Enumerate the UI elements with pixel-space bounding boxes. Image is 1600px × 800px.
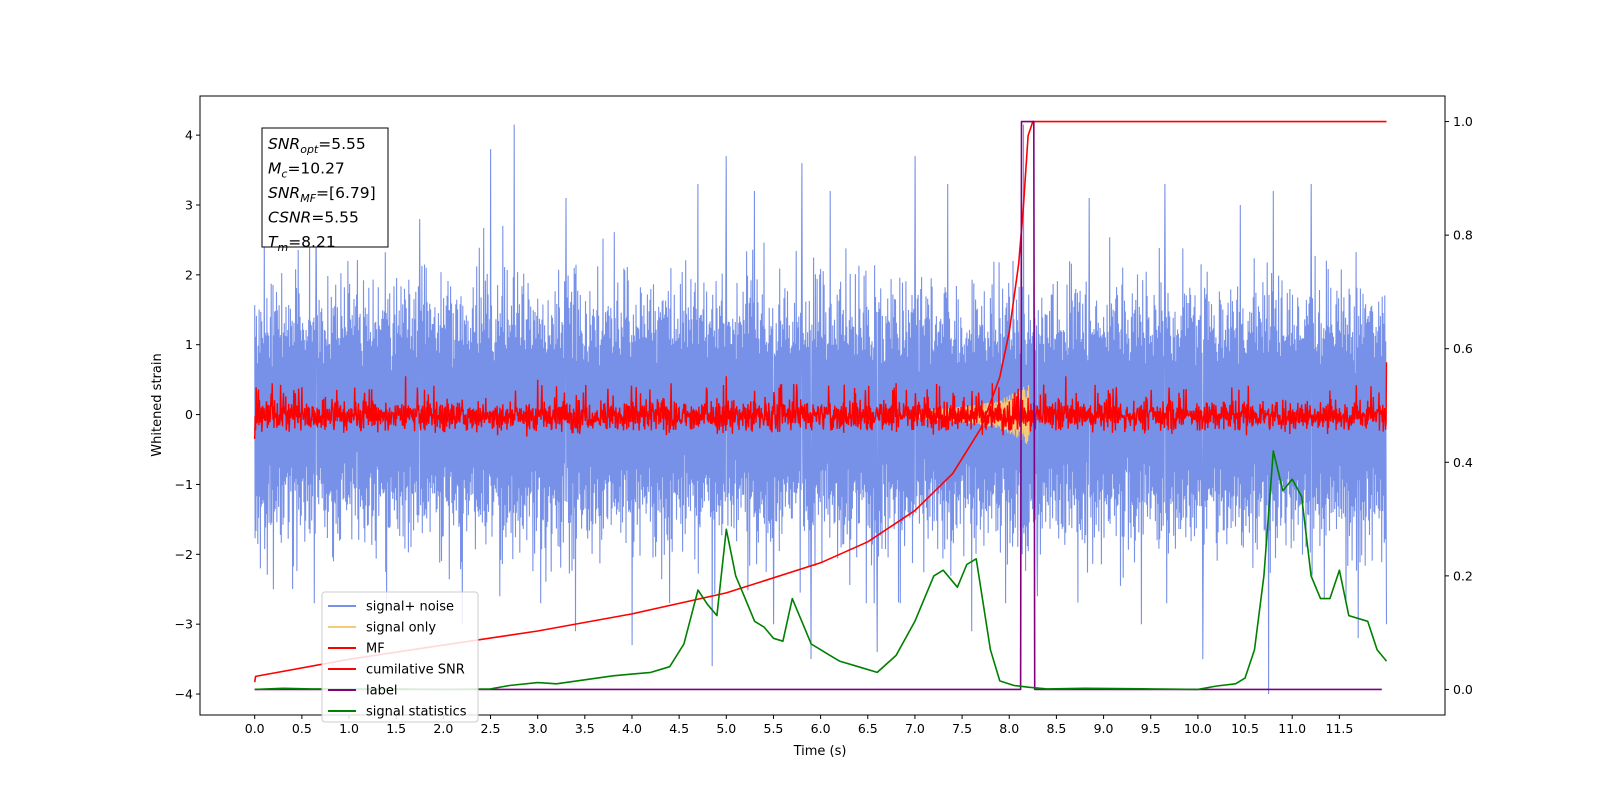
y-axis-title: Whitened strain: [150, 353, 165, 456]
y-tick-label: 0: [185, 407, 193, 422]
x-tick-label: 5.0: [716, 721, 736, 736]
y-tick-label: −2: [175, 547, 193, 562]
info-box: SNRopt=5.55 Mc=10.27 SNRMF=[6.79] CSNR=5.55…: [261, 127, 389, 254]
legend-frame: [321, 591, 479, 723]
x-tick-label: 0.5: [292, 721, 312, 736]
y-tick-label: 1: [185, 337, 193, 352]
x-tick-label: 11.0: [1278, 721, 1306, 736]
y2-tick-label: 0.6: [1453, 341, 1473, 356]
x-tick-label: 9.5: [1141, 721, 1161, 736]
y-tick-label: −1: [175, 477, 193, 492]
x-tick-label: 10.5: [1231, 721, 1259, 736]
y-tick-label: 2: [185, 267, 193, 282]
x-tick-label: 0.0: [245, 721, 265, 736]
y-axis: −4 −3 −2 −1 0 1 2 3 4: [175, 128, 200, 702]
x-tick-label: 1.0: [339, 721, 359, 736]
x-tick-label: 7.0: [905, 721, 925, 736]
x-tick-label: 8.0: [999, 721, 1019, 736]
plot-frame: [199, 95, 1446, 716]
y2-tick-label: 0.0: [1453, 682, 1473, 697]
info-box-frame: [261, 127, 389, 248]
x-tick-label: 10.0: [1184, 721, 1212, 736]
x-tick-label: 2.0: [433, 721, 453, 736]
x-tick-label: 7.5: [952, 721, 972, 736]
y2-axis: 0.0 0.2 0.4 0.6 0.8 1.0: [1445, 114, 1473, 697]
y-tick-label: −4: [175, 687, 193, 702]
x-tick-label: 5.5: [764, 721, 784, 736]
info-line: SNRopt=5.55: [268, 135, 366, 156]
legend-label: cumilative SNR: [366, 663, 465, 678]
legend-label: MF: [366, 642, 385, 657]
y-tick-label: 3: [185, 197, 193, 212]
x-tick-label: 3.0: [528, 721, 548, 736]
info-line: Mc=10.27: [268, 160, 345, 181]
x-tick-label: 4.0: [622, 721, 642, 736]
info-line: CSNR=5.55: [268, 209, 359, 227]
x-tick-label: 6.5: [858, 721, 878, 736]
x-tick-label: 3.5: [575, 721, 595, 736]
series-mf: [254, 362, 1388, 440]
y2-tick-label: 1.0: [1453, 114, 1473, 129]
x-axis: 0.0 0.5 1.0 1.5 2.0 2.5 3.0 3.5 4.0 4.5 5.0 5.5 6.0 6…: [245, 715, 1353, 736]
legend-label: signal only: [366, 621, 436, 636]
series-label: [254, 120, 1382, 691]
y-tick-label: 4: [185, 128, 193, 143]
y2-tick-label: 0.4: [1453, 455, 1473, 470]
x-tick-label: 4.5: [669, 721, 689, 736]
x-tick-label: 6.0: [811, 721, 831, 736]
x-tick-label: 8.5: [1046, 721, 1066, 736]
y2-tick-label: 0.8: [1453, 228, 1473, 243]
series-signal-statistics: [254, 450, 1388, 691]
legend: signal+ noise signal only MF cumilative SNR…: [321, 591, 479, 723]
x-tick-label: 2.5: [481, 721, 501, 736]
x-tick-label: 1.5: [386, 721, 406, 736]
info-line: Tm=8.21: [268, 233, 336, 254]
x-axis-title: Time (s): [793, 744, 847, 759]
legend-label: label: [366, 684, 397, 699]
x-tick-label: 11.5: [1325, 721, 1353, 736]
x-tick-label: 9.0: [1094, 721, 1114, 736]
legend-label: signal+ noise: [366, 600, 454, 615]
series-signal-noise: [254, 124, 1388, 695]
legend-label: signal statistics: [366, 705, 467, 720]
info-line: SNRMF=[6.79]: [268, 184, 376, 205]
y2-tick-label: 0.2: [1453, 568, 1473, 583]
y-tick-label: −3: [175, 617, 193, 632]
